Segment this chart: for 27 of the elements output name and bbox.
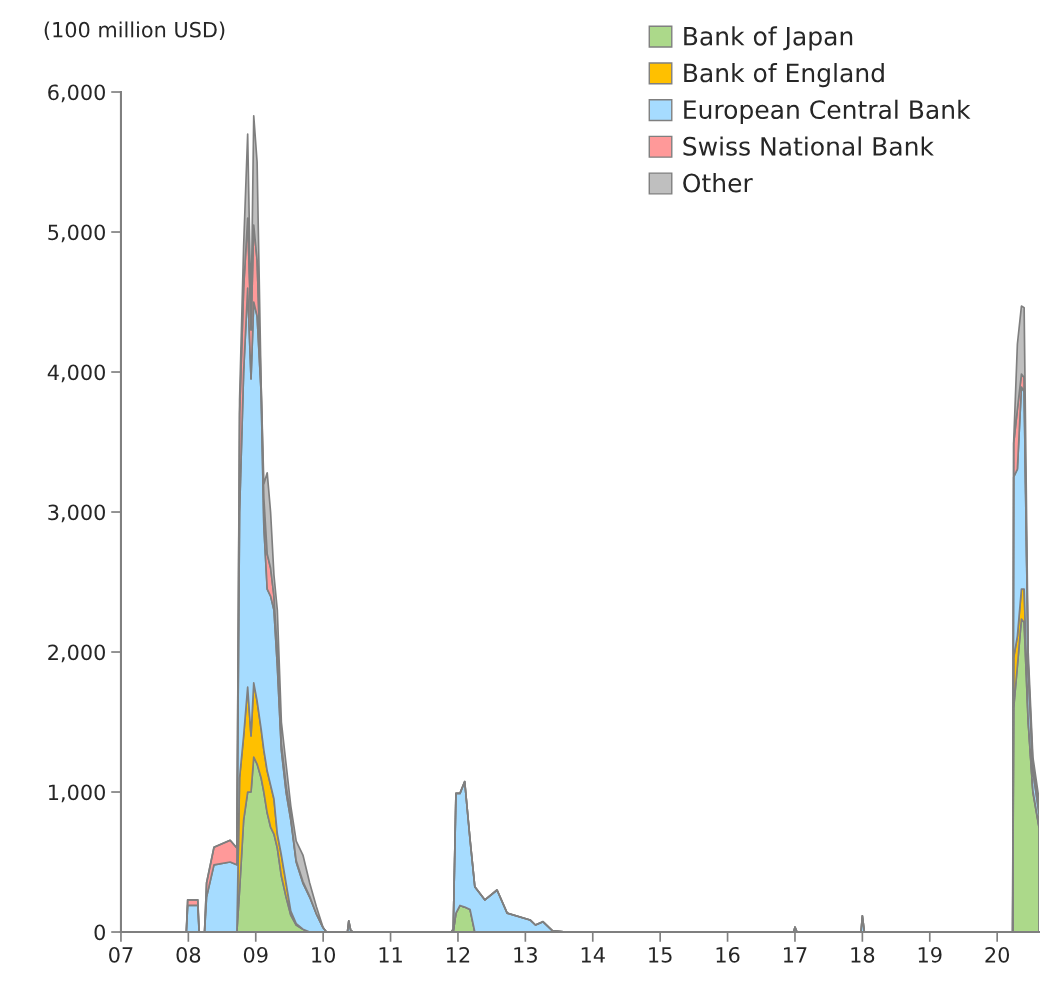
- x-tick-label: 17: [784, 947, 807, 963]
- x-tick-label: 19: [918, 946, 942, 963]
- x-tick-label: 13: [514, 946, 537, 963]
- x-tick-label: 08: [176, 946, 201, 963]
- legend-label: Other: [683, 173, 753, 193]
- x-tick-label: 15: [649, 947, 672, 963]
- x-tick-label: 12: [446, 946, 470, 963]
- y-tick-label: 0: [94, 924, 105, 941]
- legend-label: Bank of England: [684, 63, 884, 88]
- x-tick-label: 14: [581, 947, 605, 963]
- legend-label: Bank of Japan: [684, 26, 853, 51]
- y-tick-label: 6,000: [48, 84, 105, 103]
- x-tick-label: 18: [851, 946, 875, 963]
- x-tick-label: 11: [379, 947, 402, 963]
- y-tick-label: 5,000: [48, 224, 105, 243]
- x-tick-label: 09: [243, 946, 268, 963]
- x-tick-label: 10: [312, 946, 336, 963]
- x-tick-label: 07: [109, 946, 133, 963]
- legend-label: European Central Bank: [684, 99, 971, 124]
- x-tick-label: 16: [716, 946, 740, 963]
- y-tick-label: 4,000: [47, 364, 105, 383]
- y-tick-label: 2,000: [48, 644, 105, 663]
- y-axis-title: (100 million USD): [44, 21, 225, 41]
- y-tick-label: 1,000: [49, 784, 105, 803]
- legend-label: Swiss National Bank: [683, 136, 934, 156]
- x-tick-label: 20: [985, 946, 1010, 963]
- y-tick-label: 3,000: [48, 504, 105, 523]
